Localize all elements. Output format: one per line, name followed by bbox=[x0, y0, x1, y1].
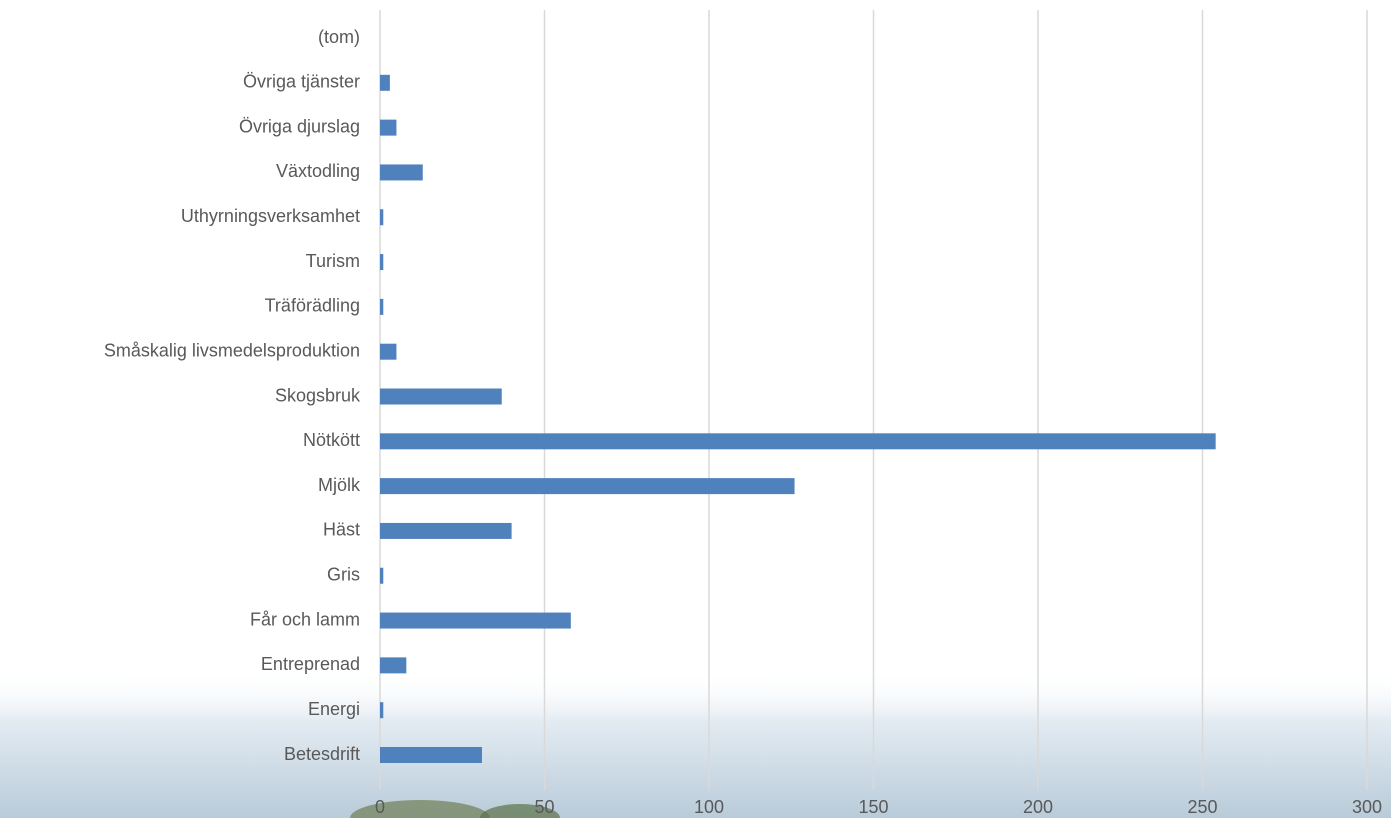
y-tick-label: Får och lamm bbox=[250, 609, 360, 629]
y-tick-label: Skogsbruk bbox=[275, 385, 361, 405]
bar bbox=[380, 747, 482, 763]
bar bbox=[380, 612, 571, 629]
y-tick-label: Övriga tjänster bbox=[243, 72, 360, 92]
bar bbox=[380, 164, 423, 181]
bars bbox=[380, 74, 1216, 763]
y-tick-label: Småskalig livsmedelsproduktion bbox=[104, 340, 360, 360]
bar bbox=[380, 522, 512, 539]
x-tick-label: 50 bbox=[534, 797, 554, 817]
bar bbox=[380, 119, 397, 136]
x-tick-label: 200 bbox=[1023, 797, 1053, 817]
x-tick-label: 250 bbox=[1187, 797, 1217, 817]
bar bbox=[380, 657, 407, 674]
bar bbox=[380, 567, 384, 584]
y-tick-label: Gris bbox=[327, 565, 360, 585]
bar bbox=[380, 478, 795, 495]
bar bbox=[380, 298, 384, 315]
bar bbox=[380, 74, 390, 91]
bar bbox=[380, 702, 384, 719]
y-tick-label: Betesdrift bbox=[284, 744, 360, 764]
x-tick-label: 0 bbox=[375, 797, 385, 817]
bar bbox=[380, 433, 1216, 450]
y-tick-label: Växtodling bbox=[276, 161, 360, 181]
background-tree bbox=[480, 804, 560, 818]
y-tick-label: Turism bbox=[306, 251, 360, 271]
background-tree bbox=[350, 800, 490, 818]
y-tick-label: Mjölk bbox=[318, 475, 361, 495]
y-tick-label: Träförädling bbox=[265, 296, 360, 316]
y-tick-label: Övriga djurslag bbox=[239, 116, 360, 136]
bar bbox=[380, 388, 502, 405]
background-photo bbox=[0, 670, 1391, 818]
y-tick-label: Energi bbox=[308, 699, 360, 719]
y-tick-label: Uthyrningsverksamhet bbox=[181, 206, 360, 226]
bar bbox=[380, 254, 384, 271]
grid bbox=[379, 10, 1368, 790]
bar bbox=[380, 209, 384, 226]
y-tick-label: (tom) bbox=[318, 27, 360, 47]
y-tick-label: Häst bbox=[323, 520, 360, 540]
bar bbox=[380, 343, 397, 360]
y-tick-label: Nötkött bbox=[303, 430, 360, 450]
x-tick-label: 300 bbox=[1352, 797, 1382, 817]
x-tick-label: 100 bbox=[694, 797, 724, 817]
y-tick-label: Entreprenad bbox=[261, 654, 360, 674]
x-tick-label: 150 bbox=[858, 797, 888, 817]
